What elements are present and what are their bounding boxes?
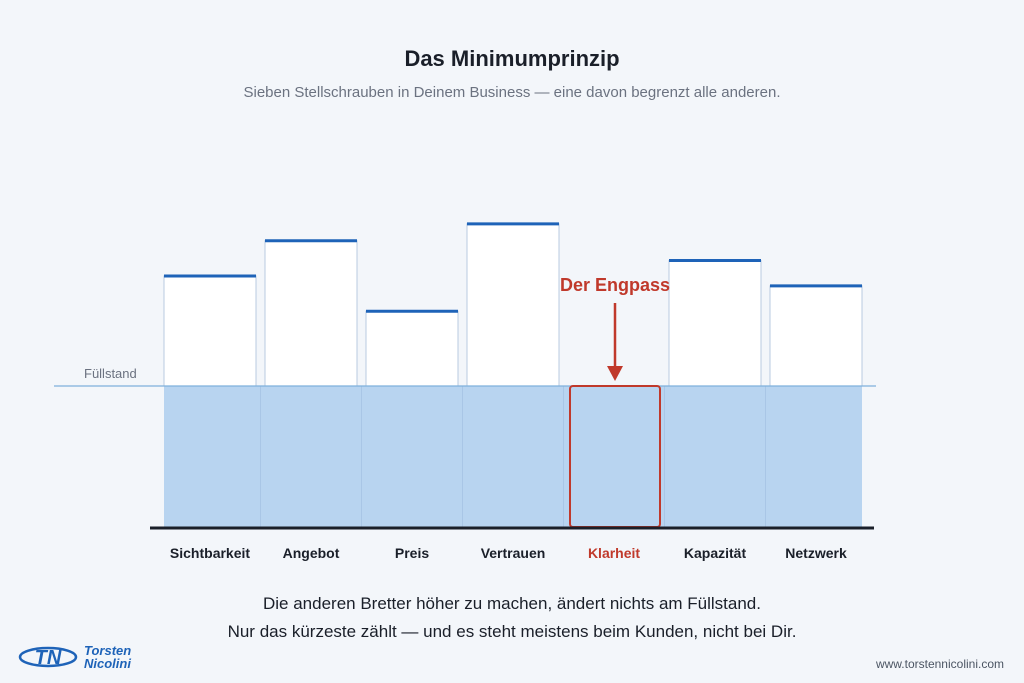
caption-line-1: Die anderen Bretter höher zu machen, änd…	[263, 594, 761, 613]
website-link[interactable]: www.torstennicolini.com	[875, 657, 1004, 671]
stave-label: Preis	[395, 545, 429, 561]
stave-labels: Sichtbarkeit Angebot Preis Vertrauen Klarhei…	[170, 545, 847, 561]
stave-board	[466, 223, 560, 387]
staves-layer	[163, 222, 863, 387]
brand-name: Torsten Nicolini	[84, 644, 131, 670]
caption-line-2: Nur das kürzeste zählt — und es steht me…	[227, 622, 797, 641]
bottleneck-arrow-icon	[607, 366, 623, 381]
svg-text:TN: TN	[35, 647, 62, 669]
brand-last-name: Nicolini	[84, 656, 131, 671]
stave-label-bottleneck: Klarheit	[588, 545, 640, 561]
bottleneck-label: Der Engpass	[560, 275, 670, 295]
page-subtitle: Sieben Stellschrauben in Deinem Business…	[243, 84, 781, 101]
stave-label: Vertrauen	[481, 545, 546, 561]
tn-monogram-icon: TN	[18, 646, 78, 669]
stave-board	[163, 275, 257, 387]
stave-dividers	[260, 386, 766, 527]
page-title: Das Minimumprinzip	[404, 46, 620, 71]
stave-label: Kapazität	[684, 545, 747, 561]
stave-board	[769, 285, 863, 387]
stave-board	[668, 260, 762, 387]
fill-level-water	[164, 386, 862, 527]
stave-label: Netzwerk	[785, 545, 847, 561]
fill-level-label: Füllstand	[84, 366, 137, 381]
brand-logo[interactable]: TN Torsten Nicolini	[18, 643, 131, 671]
stave-board	[264, 240, 358, 387]
brand-first-name: Torsten	[84, 643, 132, 658]
stave-label: Sichtbarkeit	[170, 545, 250, 561]
stave-board	[365, 310, 459, 387]
stave-label: Angebot	[283, 545, 340, 561]
